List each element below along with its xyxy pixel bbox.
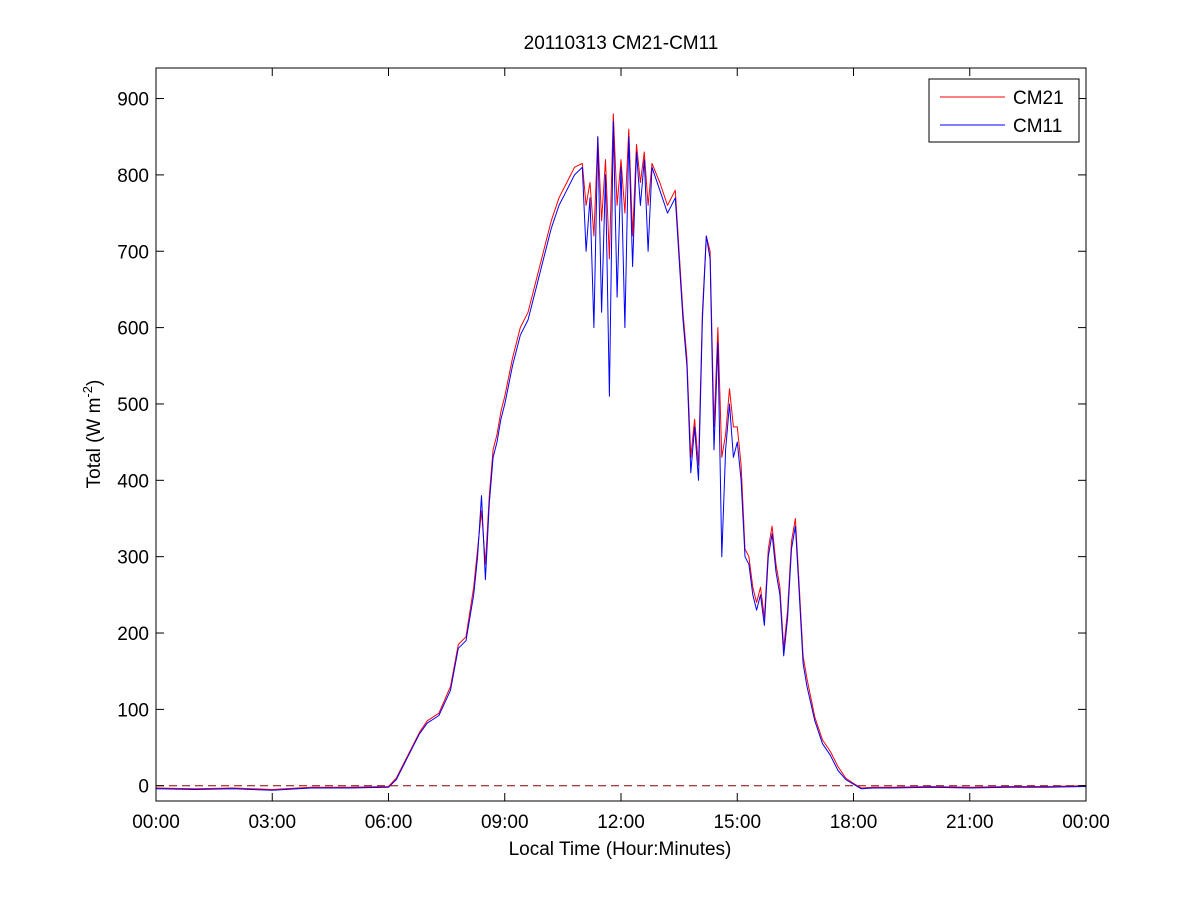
y-tick-label: 200 (117, 624, 149, 645)
x-tick-label: 09:00 (481, 812, 529, 833)
x-tick-label: 06:00 (365, 812, 413, 833)
legend: CM21 CM11 (928, 78, 1080, 143)
legend-label-cm11: CM11 (1013, 116, 1062, 137)
x-tick-label: 15:00 (713, 812, 761, 833)
y-tick-label: 800 (117, 166, 149, 187)
x-tick-label: 00:00 (132, 812, 180, 833)
y-tick-label: 600 (117, 319, 149, 340)
chart-title: 20110313 CM21-CM11 (524, 33, 719, 54)
y-tick-label: 700 (117, 242, 149, 263)
x-tick-label: 12:00 (597, 812, 645, 833)
series-layer (155, 113, 1087, 791)
x-axis-label: Local Time (Hour:Minutes) (509, 839, 732, 860)
y-tick-label: 900 (117, 90, 149, 111)
y-tick-label: 500 (117, 395, 149, 416)
y-axis-label-main: Total (W m (84, 398, 105, 489)
y-tick-label: 400 (117, 471, 149, 492)
y-tick-label: 100 (117, 700, 149, 721)
y-axis-label: Total (W m-2) (80, 380, 105, 489)
y-axis: 0 100 200 300 400 500 600 700 800 900 (117, 90, 1086, 798)
x-tick-label: 21:00 (946, 812, 994, 833)
y-axis-label-close: ) (84, 380, 105, 386)
y-axis-label-superscript: -2 (80, 386, 95, 398)
series-line-cm11 (155, 120, 1087, 791)
y-tick-label: 0 (138, 777, 149, 798)
series-line-cm21 (155, 113, 1087, 790)
legend-box (928, 78, 1080, 143)
x-tick-label: 00:00 (1062, 812, 1110, 833)
legend-label-cm21: CM21 (1013, 88, 1064, 109)
x-tick-label: 03:00 (248, 812, 296, 833)
x-axis: 00:00 03:00 06:00 09:00 12:00 15:00 18:00 21:00… (132, 68, 1110, 833)
y-tick-label: 300 (117, 548, 149, 569)
x-tick-label: 18:00 (830, 812, 878, 833)
